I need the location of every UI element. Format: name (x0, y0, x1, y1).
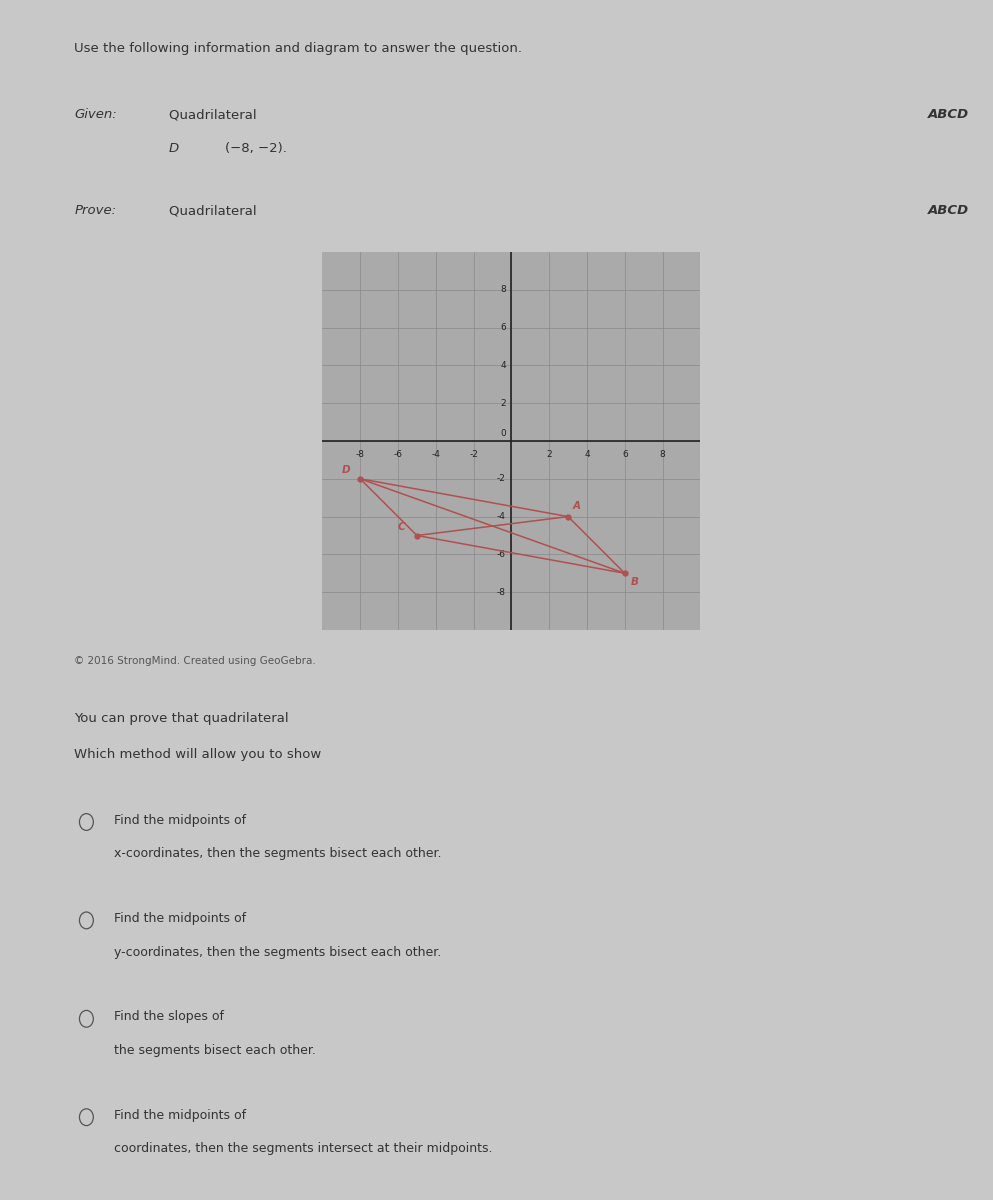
Text: 4: 4 (500, 361, 505, 370)
Text: D: D (342, 466, 350, 475)
Text: ABCD: ABCD (928, 108, 969, 121)
Text: 0: 0 (499, 428, 505, 438)
Text: -2: -2 (496, 474, 505, 484)
Text: y-coordinates, then the segments bisect each other.: y-coordinates, then the segments bisect … (114, 946, 442, 959)
Text: -2: -2 (469, 450, 478, 460)
Text: x-coordinates, then the segments bisect each other.: x-coordinates, then the segments bisect … (114, 847, 442, 860)
Text: coordinates, then the segments intersect at their midpoints.: coordinates, then the segments intersect… (114, 1142, 493, 1156)
Text: ABCD: ABCD (928, 204, 969, 217)
Text: Given:: Given: (74, 108, 117, 121)
Text: A: A (573, 502, 581, 511)
Text: Use the following information and diagram to answer the question.: Use the following information and diagra… (74, 42, 522, 55)
Text: © 2016 StrongMind. Created using GeoGebra.: © 2016 StrongMind. Created using GeoGebr… (74, 656, 316, 666)
Text: Which method will allow you to show: Which method will allow you to show (74, 748, 326, 761)
Text: B: B (631, 577, 638, 587)
Text: -8: -8 (355, 450, 364, 460)
Text: You can prove that quadrilateral: You can prove that quadrilateral (74, 712, 293, 725)
Text: Find the slopes of: Find the slopes of (114, 1010, 228, 1024)
Text: -4: -4 (431, 450, 440, 460)
Text: Find the midpoints of: Find the midpoints of (114, 1109, 250, 1122)
Text: Quadrilateral: Quadrilateral (169, 108, 261, 121)
Text: -6: -6 (496, 550, 505, 559)
Text: Quadrilateral: Quadrilateral (169, 204, 261, 217)
Text: C: C (398, 522, 405, 532)
Text: Find the midpoints of: Find the midpoints of (114, 912, 250, 925)
Text: 6: 6 (622, 450, 628, 460)
Text: D: D (169, 142, 179, 155)
Text: -6: -6 (393, 450, 402, 460)
Text: 8: 8 (499, 286, 505, 294)
Text: the segments bisect each other.: the segments bisect each other. (114, 1044, 316, 1057)
Text: 8: 8 (659, 450, 665, 460)
Text: 6: 6 (499, 323, 505, 332)
Text: 2: 2 (500, 398, 505, 408)
Text: Prove:: Prove: (74, 204, 116, 217)
Text: (−8, −2).: (−8, −2). (225, 142, 287, 155)
Text: -8: -8 (496, 588, 505, 596)
Text: Find the midpoints of: Find the midpoints of (114, 814, 250, 827)
Text: 2: 2 (546, 450, 552, 460)
Text: 4: 4 (584, 450, 590, 460)
Text: -4: -4 (496, 512, 505, 521)
